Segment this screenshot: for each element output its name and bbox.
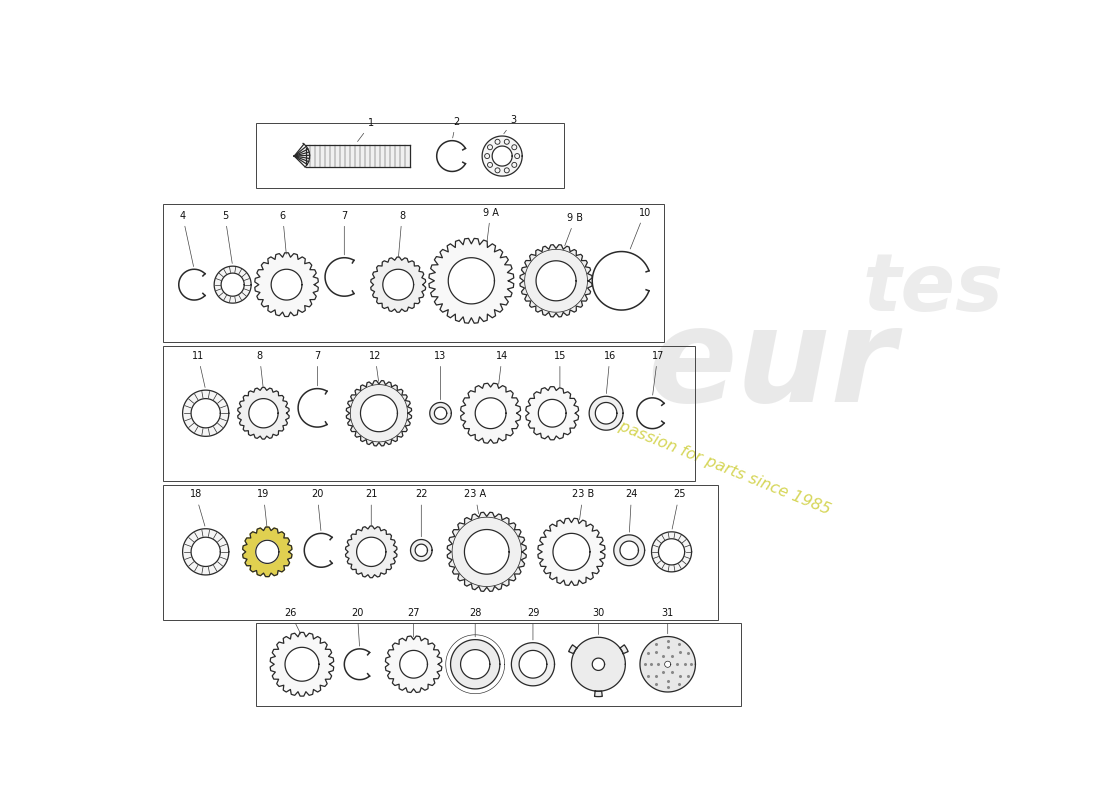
Text: 7: 7 (341, 210, 348, 255)
Text: 30: 30 (592, 608, 605, 634)
Text: 1: 1 (358, 118, 374, 142)
Polygon shape (664, 661, 671, 667)
Polygon shape (520, 245, 592, 317)
Text: 20: 20 (311, 490, 323, 530)
Polygon shape (371, 257, 426, 312)
Polygon shape (399, 650, 428, 678)
Polygon shape (191, 398, 220, 428)
Polygon shape (285, 647, 319, 681)
Polygon shape (482, 136, 522, 176)
Polygon shape (620, 541, 638, 559)
Polygon shape (430, 402, 451, 424)
Polygon shape (434, 407, 447, 419)
Polygon shape (492, 146, 513, 166)
Polygon shape (464, 530, 509, 574)
Polygon shape (410, 539, 432, 561)
Polygon shape (243, 527, 292, 577)
Text: 18: 18 (189, 490, 205, 526)
Polygon shape (461, 383, 520, 443)
Polygon shape (659, 538, 684, 565)
Text: 26: 26 (284, 608, 300, 634)
Polygon shape (572, 638, 625, 691)
Polygon shape (538, 399, 566, 427)
Text: 14: 14 (496, 351, 508, 384)
Polygon shape (361, 394, 397, 432)
Polygon shape (475, 398, 506, 429)
Polygon shape (249, 398, 278, 428)
Text: 3: 3 (504, 115, 517, 134)
Polygon shape (595, 402, 617, 424)
Text: 6: 6 (279, 210, 286, 254)
Text: 28: 28 (469, 608, 482, 637)
Polygon shape (221, 273, 244, 296)
Polygon shape (238, 387, 289, 439)
Polygon shape (538, 518, 605, 586)
Polygon shape (651, 532, 692, 572)
Polygon shape (553, 534, 590, 570)
Polygon shape (640, 637, 695, 692)
Text: 5: 5 (222, 210, 232, 263)
Text: 2: 2 (453, 117, 459, 138)
Polygon shape (569, 645, 576, 654)
Text: 17: 17 (651, 351, 664, 395)
Text: 23 A: 23 A (464, 490, 486, 514)
Polygon shape (256, 540, 279, 563)
Text: 9 B: 9 B (564, 213, 583, 246)
Text: 15: 15 (553, 351, 566, 387)
Polygon shape (512, 642, 554, 686)
Text: 21: 21 (365, 490, 377, 526)
Text: a passion for parts since 1985: a passion for parts since 1985 (603, 414, 833, 518)
Polygon shape (346, 381, 411, 446)
Polygon shape (345, 526, 397, 578)
Text: 4: 4 (179, 210, 194, 266)
Polygon shape (461, 650, 490, 679)
Polygon shape (594, 691, 603, 697)
Text: eur: eur (647, 302, 896, 429)
Text: 8: 8 (256, 351, 263, 387)
Text: 16: 16 (604, 351, 616, 394)
Polygon shape (592, 658, 605, 670)
Text: 22: 22 (415, 490, 428, 537)
Polygon shape (519, 650, 547, 678)
Text: 12: 12 (368, 351, 382, 382)
Text: 11: 11 (191, 351, 205, 387)
Polygon shape (590, 396, 623, 430)
Polygon shape (614, 535, 645, 566)
Text: 23 B: 23 B (572, 490, 594, 520)
Polygon shape (620, 645, 628, 654)
Text: 20: 20 (351, 608, 364, 646)
Polygon shape (183, 529, 229, 575)
Text: 24: 24 (625, 490, 638, 532)
Polygon shape (306, 146, 409, 167)
Polygon shape (271, 632, 333, 696)
Text: 10: 10 (630, 208, 651, 249)
Polygon shape (255, 253, 318, 317)
Polygon shape (356, 538, 386, 566)
Text: 29: 29 (527, 608, 539, 640)
Polygon shape (191, 538, 220, 566)
Polygon shape (415, 544, 428, 557)
Text: 31: 31 (661, 608, 674, 634)
Polygon shape (449, 258, 495, 304)
Polygon shape (451, 640, 499, 689)
Polygon shape (536, 261, 576, 301)
Text: 8: 8 (398, 210, 405, 258)
Polygon shape (429, 238, 514, 323)
Polygon shape (183, 390, 229, 436)
Text: 25: 25 (672, 490, 685, 529)
Text: 7: 7 (315, 351, 320, 386)
Text: 19: 19 (257, 490, 270, 527)
Text: tes: tes (862, 250, 1004, 327)
Polygon shape (385, 636, 442, 693)
Polygon shape (214, 266, 251, 303)
Text: 13: 13 (434, 351, 447, 400)
Polygon shape (383, 270, 414, 300)
Polygon shape (526, 386, 579, 440)
Text: 27: 27 (407, 608, 420, 637)
Text: 9 A: 9 A (483, 208, 498, 241)
Polygon shape (448, 512, 526, 591)
Polygon shape (272, 270, 301, 300)
